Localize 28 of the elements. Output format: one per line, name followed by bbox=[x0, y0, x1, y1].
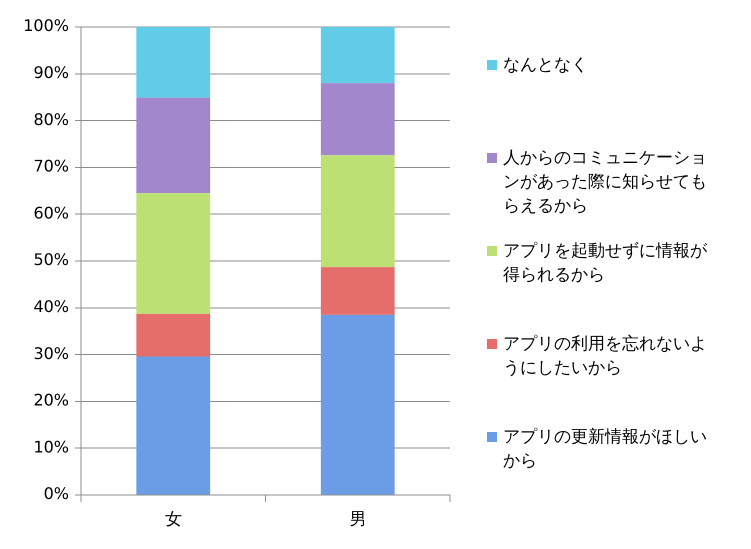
bar bbox=[320, 314, 395, 494]
y-tick-label: 10% bbox=[33, 437, 69, 456]
x-tick-label: 女 bbox=[164, 510, 182, 530]
x-tick-label: 男 bbox=[349, 510, 366, 530]
legend-label: 人からのコミュニケーションがあった際に知らせてもらえるから bbox=[503, 147, 708, 218]
y-tick-label: 0% bbox=[44, 484, 69, 504]
y-tick-label: 30% bbox=[33, 344, 69, 363]
legend-label: アプリの利用を忘れないようにしたいから bbox=[503, 333, 708, 380]
bar bbox=[136, 27, 210, 98]
legend-label: アプリを起動せずに情報が得られるから bbox=[503, 240, 708, 287]
legend-label: アプリの更新情報がほしいから bbox=[503, 426, 708, 473]
y-tick-label: 100% bbox=[23, 16, 69, 36]
bar bbox=[320, 155, 395, 268]
y-tick-label: 20% bbox=[33, 390, 69, 410]
bar bbox=[320, 267, 395, 315]
bar bbox=[136, 193, 210, 314]
bar bbox=[320, 27, 395, 84]
bar bbox=[136, 356, 210, 494]
y-tick-label: 80% bbox=[33, 110, 69, 129]
bar bbox=[136, 98, 210, 194]
y-tick-label: 90% bbox=[33, 62, 69, 82]
y-tick-label: 70% bbox=[33, 156, 69, 176]
y-tick-label: 60% bbox=[33, 203, 69, 222]
bar bbox=[136, 314, 210, 356]
y-tick-label: 50% bbox=[33, 250, 69, 270]
legend-label: なんとなく bbox=[503, 54, 589, 77]
bar bbox=[320, 83, 395, 156]
y-tick-label: 40% bbox=[33, 296, 69, 316]
